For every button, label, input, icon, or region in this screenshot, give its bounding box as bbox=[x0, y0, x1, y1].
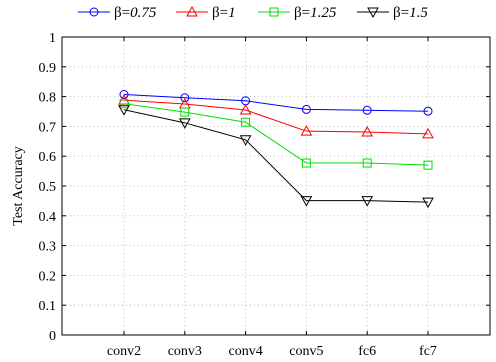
legend-label: β=1.5 bbox=[393, 5, 428, 21]
y-tick-label: 0.3 bbox=[39, 240, 57, 255]
y-tick-label: 0.6 bbox=[39, 150, 57, 165]
series-line bbox=[123, 103, 429, 166]
series-1 bbox=[118, 94, 434, 139]
y-tick-label: 1 bbox=[49, 31, 56, 46]
series-0.75 bbox=[119, 90, 433, 116]
data-point bbox=[300, 125, 313, 136]
legend-marker bbox=[269, 7, 279, 17]
legend-entry: β=1.5 bbox=[357, 5, 428, 21]
legend-entry: β=1.25 bbox=[258, 5, 337, 21]
legend-marker bbox=[186, 5, 198, 17]
grid bbox=[62, 37, 490, 335]
data-point bbox=[178, 118, 191, 129]
legend: β=0.75 β=1 β=1.25 β=1.5 bbox=[78, 5, 428, 21]
legend-entry: β=0.75 bbox=[78, 5, 157, 21]
x-tick-label: conv3 bbox=[168, 344, 202, 359]
y-tick-label: 0 bbox=[49, 329, 56, 344]
y-axis: 0 0.1 0.2 0.3 0.4 0.5 0.6 0.7 0.8 0.9 1 bbox=[39, 31, 490, 344]
legend-symbol: β= bbox=[393, 5, 409, 21]
data-point bbox=[361, 196, 374, 207]
x-tick-label: conv5 bbox=[289, 344, 323, 359]
x-axis: conv2 conv3 conv4 conv5 fc6 fc7 bbox=[107, 37, 437, 359]
y-tick-label: 0.1 bbox=[39, 299, 57, 314]
legend-value: 1.5 bbox=[409, 5, 428, 21]
legend-symbol: β= bbox=[114, 5, 130, 21]
x-tick-label: conv4 bbox=[228, 344, 262, 359]
series-group bbox=[118, 90, 434, 209]
x-tick-label: fc6 bbox=[358, 344, 376, 359]
data-point bbox=[301, 104, 311, 114]
data-point bbox=[239, 135, 252, 146]
data-point bbox=[241, 117, 251, 127]
legend-symbol: β= bbox=[294, 5, 310, 21]
data-point bbox=[300, 196, 313, 207]
data-point bbox=[301, 158, 311, 168]
legend-value: 1.25 bbox=[310, 5, 337, 21]
data-point bbox=[180, 107, 190, 117]
legend-label: β=1 bbox=[212, 5, 236, 21]
series-line bbox=[123, 94, 429, 112]
x-tick-label: conv2 bbox=[107, 344, 141, 359]
legend-label: β=1.25 bbox=[294, 5, 337, 21]
data-point bbox=[119, 90, 129, 100]
legend-label: β=0.75 bbox=[114, 5, 157, 21]
legend-marker bbox=[367, 7, 379, 19]
series-1.25 bbox=[119, 99, 433, 170]
data-point bbox=[422, 127, 434, 139]
y-tick-label: 0.9 bbox=[39, 61, 57, 76]
legend-entry: β=1 bbox=[176, 5, 236, 21]
y-tick-label: 0.5 bbox=[39, 180, 57, 195]
data-point bbox=[239, 103, 252, 115]
series-line bbox=[123, 99, 429, 135]
y-tick-label: 0.7 bbox=[39, 120, 57, 135]
legend-value: 1 bbox=[228, 5, 236, 21]
legend-marker bbox=[89, 7, 99, 17]
y-axis-label: Test Accuracy bbox=[11, 146, 26, 225]
y-tick-label: 0.4 bbox=[39, 210, 57, 225]
data-point bbox=[118, 105, 130, 116]
legend-value: 0.75 bbox=[130, 5, 157, 21]
y-tick-label: 0.2 bbox=[39, 269, 57, 284]
data-point bbox=[423, 106, 433, 116]
data-point bbox=[361, 126, 374, 137]
legend-symbol: β= bbox=[212, 5, 228, 21]
data-point bbox=[423, 160, 433, 170]
x-tick-label: fc7 bbox=[419, 344, 437, 359]
series-line bbox=[123, 109, 429, 203]
data-point bbox=[180, 93, 190, 103]
data-point bbox=[119, 99, 129, 109]
data-point bbox=[362, 105, 372, 115]
series-1.5 bbox=[118, 105, 434, 209]
data-point bbox=[422, 197, 434, 209]
y-tick-label: 0.8 bbox=[39, 91, 57, 106]
data-point bbox=[362, 158, 372, 168]
